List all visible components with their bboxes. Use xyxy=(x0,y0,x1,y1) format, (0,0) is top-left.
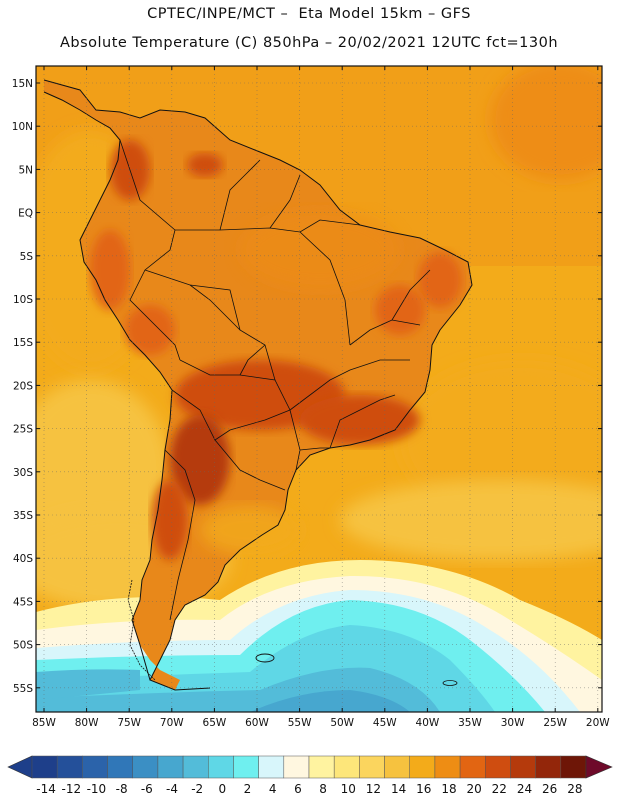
temperature-field xyxy=(36,66,602,712)
colorbar-label: 26 xyxy=(542,782,557,796)
lat-label: 30S xyxy=(13,467,33,479)
colorbar-label: -12 xyxy=(61,782,81,796)
colorbar-label: 18 xyxy=(441,782,456,796)
colorbar-swatch xyxy=(409,755,436,779)
colorbar-label: 28 xyxy=(567,782,582,796)
lat-label: 5N xyxy=(18,164,33,176)
colorbar-label: 4 xyxy=(269,782,277,796)
lon-label: 50W xyxy=(330,717,354,729)
colorbar-swatch xyxy=(384,755,410,779)
map-frame xyxy=(35,65,603,713)
lon-label: 70W xyxy=(160,717,184,729)
colorbar-label: -2 xyxy=(191,782,203,796)
colorbar-swatch xyxy=(560,755,587,779)
lon-label: 65W xyxy=(203,717,227,729)
lon-label: 80W xyxy=(75,717,99,729)
lon-label: 45W xyxy=(373,717,397,729)
lat-label: 10N xyxy=(12,121,33,133)
colorbar-label: -4 xyxy=(166,782,178,796)
colorbar-swatch xyxy=(258,755,285,779)
colorbar-label: 14 xyxy=(391,782,406,796)
colorbar-swatch xyxy=(56,755,83,779)
colorbar-label: -10 xyxy=(87,782,107,796)
lon-label: 75W xyxy=(117,717,141,729)
colorbar-swatch xyxy=(283,755,310,779)
colorbar-swatch xyxy=(182,755,209,779)
lat-label: 20S xyxy=(13,380,33,392)
colorbar-swatch xyxy=(434,755,461,779)
chile-fjords xyxy=(127,579,156,681)
lat-label: 15S xyxy=(13,337,33,349)
lon-label: 25W xyxy=(543,717,567,729)
lat-label: 35S xyxy=(13,510,33,522)
longitude-axis: 85W 80W 75W 70W 65W 60W 55W 50W 45W 40W 35W 30W 25W 2… xyxy=(32,66,610,729)
country-borders xyxy=(119,139,431,621)
colorbar-swatch xyxy=(157,755,184,779)
colorbar-label: 16 xyxy=(416,782,431,796)
lat-label: 15N xyxy=(12,78,33,90)
lat-label: 40S xyxy=(13,553,33,565)
colorbar: -14 -12 -10 -8 -6 -4 -2 0 2 4 6 8 10 12 14 16 18 20 22 24 26… xyxy=(7,755,613,796)
colorbar-swatch xyxy=(510,755,536,779)
lat-label: 50S xyxy=(13,640,33,652)
colorbar-swatch xyxy=(233,755,259,779)
map-title-line-2: Absolute Temperature (C) 850hPa – 20/02/… xyxy=(59,35,559,51)
lat-label: 55S xyxy=(13,683,33,695)
colorbar-label: 20 xyxy=(467,782,482,796)
lon-label: 55W xyxy=(288,717,312,729)
colorbar-label: -6 xyxy=(141,782,153,796)
map-title-line-1: CPTEC/INPE/MCT – Eta Model 15km – GFS xyxy=(147,6,471,22)
colorbar-swatch xyxy=(132,755,159,779)
colorbar-swatch xyxy=(208,755,234,779)
colorbar-swatch xyxy=(107,755,133,779)
lon-label: 85W xyxy=(32,717,56,729)
colorbar-swatch xyxy=(485,755,511,779)
colorbar-swatch xyxy=(535,755,562,779)
colorbar-swatch xyxy=(308,755,335,779)
latitude-axis: 15N 10N 5N EQ 5S 10S 15S 20S 25S 30S 35S 40S 45S 50S 5… xyxy=(12,78,602,695)
colorbar-label: 12 xyxy=(366,782,381,796)
colorbar-swatch xyxy=(82,755,108,779)
lat-label: 45S xyxy=(13,596,33,608)
colorbar-swatch xyxy=(31,755,58,779)
lon-label: 20W xyxy=(586,717,610,729)
colorbar-label: 0 xyxy=(218,782,226,796)
lat-label: 25S xyxy=(13,424,33,436)
lat-label: EQ xyxy=(18,208,33,220)
lon-label: 40W xyxy=(416,717,440,729)
colorbar-label: -14 xyxy=(36,782,56,796)
colorbar-swatch xyxy=(333,755,360,779)
colorbar-label: 10 xyxy=(341,782,356,796)
falkland-islands xyxy=(255,653,275,663)
colorbar-label: 24 xyxy=(517,782,532,796)
lat-label: 10S xyxy=(13,294,33,306)
colorbar-label: 8 xyxy=(319,782,327,796)
coastline xyxy=(43,79,473,691)
colorbar-label: 22 xyxy=(492,782,507,796)
lon-label: 35W xyxy=(458,717,482,729)
colorbar-label: 2 xyxy=(244,782,252,796)
colorbar-arrow-low xyxy=(7,755,33,779)
colorbar-swatch xyxy=(359,755,385,779)
colorbar-arrow-high xyxy=(585,755,613,779)
colorbar-swatch xyxy=(459,755,486,779)
colorbar-label: 6 xyxy=(294,782,302,796)
lat-label: 5S xyxy=(20,251,34,263)
lon-label: 60W xyxy=(245,717,269,729)
lon-label: 30W xyxy=(501,717,525,729)
colorbar-label: -8 xyxy=(116,782,128,796)
